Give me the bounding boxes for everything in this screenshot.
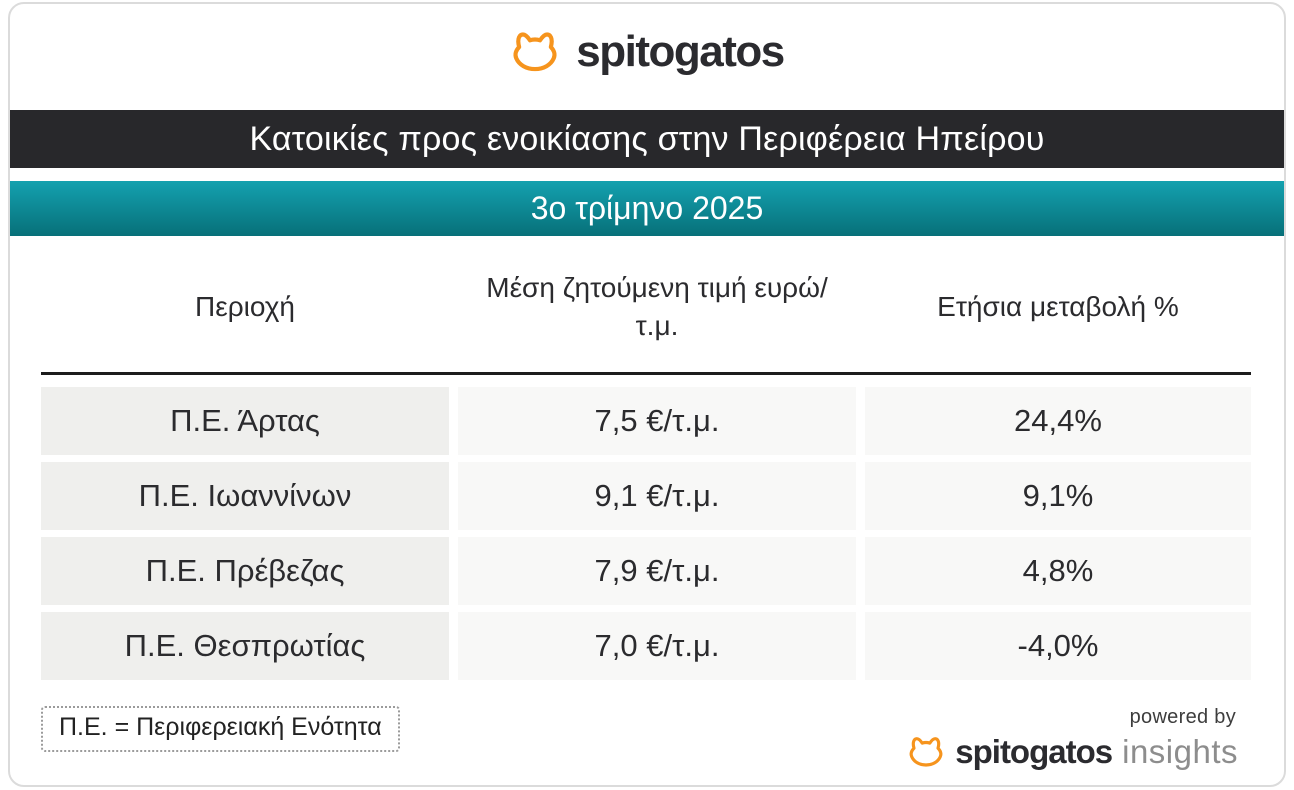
table-row: Π.Ε. Θεσπρωτίας 7,0 €/τ.μ. -4,0% [41, 612, 1251, 680]
col-header-change: Ετήσια μεταβολή % [937, 291, 1179, 323]
insights-brand-bold: spitogatos [955, 733, 1113, 770]
price-cell: 7,9 €/τ.μ. [458, 537, 856, 605]
infographic-card: spitogatos Κατοικίες προς ενοικίασης στη… [8, 2, 1286, 787]
table-body: Π.Ε. Άρτας 7,5 €/τ.μ. 24,4% Π.Ε. Ιωαννίν… [41, 387, 1251, 680]
cat-icon [513, 32, 557, 72]
abbreviation-note: Π.Ε. = Περιφερειακή Ενότητα [41, 706, 400, 752]
col-header-area: Περιοχή [195, 291, 295, 323]
change-cell: 24,4% [865, 387, 1251, 455]
insights-brand-light: insights [1122, 733, 1238, 770]
area-cell: Π.Ε. Θεσπρωτίας [41, 612, 449, 680]
area-cell: Π.Ε. Πρέβεζας [41, 537, 449, 605]
brand-logo: spitogatos [10, 20, 1284, 84]
quarter-label: 3ο τρίμηνο 2025 [530, 190, 764, 226]
price-cell: 7,0 €/τ.μ. [458, 612, 856, 680]
price-cell: 9,1 €/τ.μ. [458, 462, 856, 530]
change-cell: 9,1% [865, 462, 1251, 530]
footer: Π.Ε. = Περιφερειακή Ενότητα powered by s… [10, 706, 1284, 771]
change-cell: -4,0% [865, 612, 1251, 680]
area-cell: Π.Ε. Ιωαννίνων [41, 462, 449, 530]
change-cell: 4,8% [865, 537, 1251, 605]
area-cell: Π.Ε. Άρτας [41, 387, 449, 455]
subtitle-band: 3ο τρίμηνο 2025 [10, 181, 1284, 236]
powered-by-label: powered by [1129, 706, 1236, 728]
cat-icon [909, 737, 943, 767]
brand-wordmark: spitogatos [576, 27, 785, 76]
insights-logo: spitogatos insights [907, 733, 1238, 771]
col-header-price: Μέση ζητούμενη τιμή ευρώ/τ.μ. [486, 272, 828, 341]
powered-by-block: powered by spitogatos insights [907, 706, 1238, 771]
table-row: Π.Ε. Πρέβεζας 7,9 €/τ.μ. 4,8% [41, 537, 1251, 605]
header-divider [41, 372, 1251, 375]
title-band: Κατοικίες προς ενοικίασης στην Περιφέρει… [10, 110, 1284, 168]
page-title: Κατοικίες προς ενοικίασης στην Περιφέρει… [249, 120, 1045, 158]
table-header-row: Περιοχή Μέση ζητούμενη τιμή ευρώ/τ.μ. Ετ… [41, 256, 1251, 358]
table-row: Π.Ε. Άρτας 7,5 €/τ.μ. 24,4% [41, 387, 1251, 455]
data-table: Περιοχή Μέση ζητούμενη τιμή ευρώ/τ.μ. Ετ… [10, 256, 1284, 680]
price-cell: 7,5 €/τ.μ. [458, 387, 856, 455]
table-row: Π.Ε. Ιωαννίνων 9,1 €/τ.μ. 9,1% [41, 462, 1251, 530]
